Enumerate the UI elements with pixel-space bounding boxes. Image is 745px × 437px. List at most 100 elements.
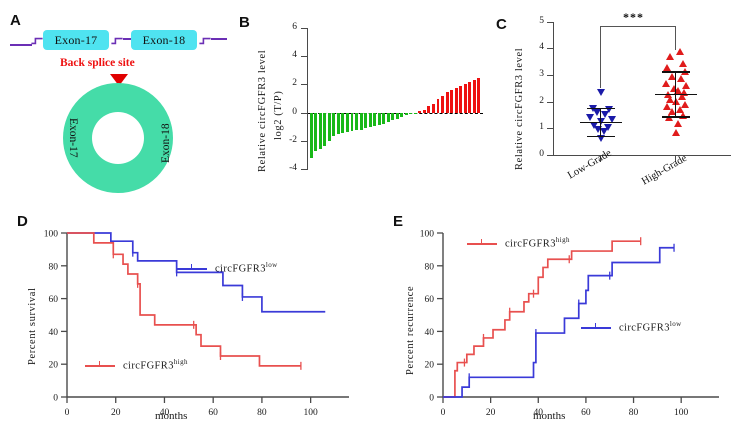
panel-c-error-whisker	[599, 107, 602, 136]
panel-b-tick	[301, 169, 307, 171]
panel-c-group2-label: High-Grade	[640, 152, 689, 188]
panel-b-bar	[450, 90, 454, 113]
panel-c-low-grade-point	[600, 111, 609, 119]
panel-b-bar	[409, 112, 413, 115]
intron-right	[211, 38, 227, 40]
panel-c-high-grade-point	[662, 64, 671, 72]
exon-17-box: Exon-17	[43, 30, 109, 50]
panel-e-legend-low-censor	[595, 323, 597, 329]
kmD-ytick-label: 20	[49, 361, 59, 371]
kmE-ytick-label: 0	[429, 394, 434, 404]
panel-c-ticklabel: 5	[539, 16, 544, 26]
panel-c-error-cap	[586, 135, 615, 138]
panel-c-tick	[547, 102, 553, 104]
panel-d-xlabel: months	[155, 410, 188, 422]
kmE-xtick-label: 20	[486, 408, 496, 418]
panel-b-letter: B	[239, 14, 250, 31]
panel-c: C Relative circFGFR3 level 5 4 3 2 1 0 *…	[490, 0, 745, 205]
panel-c-ticklabel: 1	[539, 122, 544, 132]
panel-d-legend-low-text: circFGFR3low	[215, 261, 278, 275]
panel-d-legend-high-base: circFGFR3	[123, 360, 174, 372]
panel-d-legend-low-sup: low	[265, 261, 278, 269]
panel-c-low-grade-point	[604, 106, 613, 114]
kmE-curve-circFGFR3high	[443, 240, 641, 398]
panel-c-low-grade-point	[592, 109, 601, 117]
kmE-xtick-label: 60	[581, 408, 591, 418]
panel-b-bar	[418, 111, 422, 113]
panel-c-ylabel: Relative circFGFR3 level	[514, 47, 525, 170]
panel-e-legend-high-base: circFGFR3	[505, 238, 556, 250]
panel-b-bar	[373, 112, 377, 126]
panel-b-bar	[427, 106, 431, 113]
panel-b: B Relative circFGFR3 level log2 (T/P) 6 …	[235, 0, 490, 205]
kmE-ytick-label: 40	[425, 328, 435, 338]
panel-b-bar	[413, 112, 417, 114]
panel-c-letter: C	[496, 16, 507, 33]
panel-c-high-grade-point	[676, 74, 685, 82]
panel-c-low-grade-point	[593, 126, 602, 134]
panel-b-bar	[382, 112, 386, 124]
kmD-xtick-label: 60	[208, 408, 218, 418]
panel-d-legend-high-sup: high	[173, 358, 188, 366]
intron-mid	[123, 38, 131, 40]
panel-d-legend-high-censor	[99, 361, 101, 367]
panel-c-low-grade-point	[603, 123, 612, 131]
panel-b-bar	[400, 112, 404, 117]
kmD-ytick-label: 60	[49, 295, 59, 305]
panel-b-bar	[454, 87, 458, 113]
panel-e-legend-low-base: circFGFR3	[619, 322, 670, 334]
panel-c-ticklabel: 3	[539, 69, 544, 79]
kmD-ytick-label: 80	[49, 262, 59, 272]
panel-b-bar	[323, 112, 327, 146]
kmD-ytick-label: 0	[53, 394, 58, 404]
panel-d-legend-high-text: circFGFR3high	[123, 358, 188, 372]
kmE-xtick-label: 80	[629, 408, 639, 418]
kmD-xtick-label: 40	[160, 408, 170, 418]
panel-c-tick	[547, 75, 553, 77]
panel-b-ticklabel: 0	[292, 107, 297, 117]
panel-b-bar	[386, 112, 390, 123]
panel-c-high-grade-point	[678, 59, 687, 67]
panel-b-bar	[395, 112, 399, 119]
panel-c-high-grade-point	[673, 87, 682, 95]
significance-stars: ***	[623, 10, 644, 24]
panel-c-low-grade-point	[596, 135, 605, 142]
significance-bracket-top	[600, 26, 676, 28]
panel-e-letter: E	[393, 213, 404, 230]
panel-c-low-grade-point	[589, 121, 598, 129]
panel-e-plot: 100 80 60 40 20 00 20 40 60 80 100	[420, 230, 719, 418]
panel-b-bar	[422, 109, 426, 113]
panel-c-high-grade-point	[661, 79, 670, 87]
kmE-curve-circFGFR3low	[443, 246, 675, 398]
kmE-ytick-label: 20	[425, 361, 435, 371]
kmD-ytick-label: 40	[49, 328, 59, 338]
panel-b-tick	[301, 141, 307, 143]
panel-b-bar	[445, 92, 449, 113]
panel-b-bar	[364, 112, 368, 129]
panel-e: E Percent recurrence 100 80 60 40 20 0 0 20 40 60…	[385, 205, 745, 437]
panel-d-letter: D	[17, 213, 28, 230]
circrna-donut-hole	[92, 112, 144, 164]
panel-b-tick	[301, 56, 307, 58]
panel-b-bar	[355, 112, 359, 131]
kmE-xtick-label: 40	[534, 408, 544, 418]
panel-b-ylabel-line1: Relative circFGFR3 level	[257, 49, 268, 172]
panel-b-tick	[301, 84, 307, 86]
circle-exon-18-label: Exon-18	[160, 123, 172, 163]
kmD-xtick-label: 100	[304, 408, 319, 418]
panel-b-zero-line	[308, 113, 483, 114]
intron-kink-right	[199, 37, 211, 45]
panel-c-low-grade-point	[596, 88, 605, 96]
panel-b-bar	[309, 112, 313, 159]
panel-c-high-grade-point	[673, 119, 682, 127]
back-splice-site-label: Back splice site	[60, 57, 135, 69]
panel-e-legend-low-sup: low	[669, 320, 682, 328]
panel-c-high-grade-point	[681, 81, 690, 89]
panel-e-xlabel: months	[533, 410, 566, 422]
panel-b-ticklabel: 4	[292, 50, 297, 60]
kmD-xtick-label: 20	[111, 408, 121, 418]
panel-b-ticklabel: -2	[289, 135, 297, 145]
significance-bracket-right	[675, 26, 677, 50]
panel-b-bar	[332, 112, 336, 136]
